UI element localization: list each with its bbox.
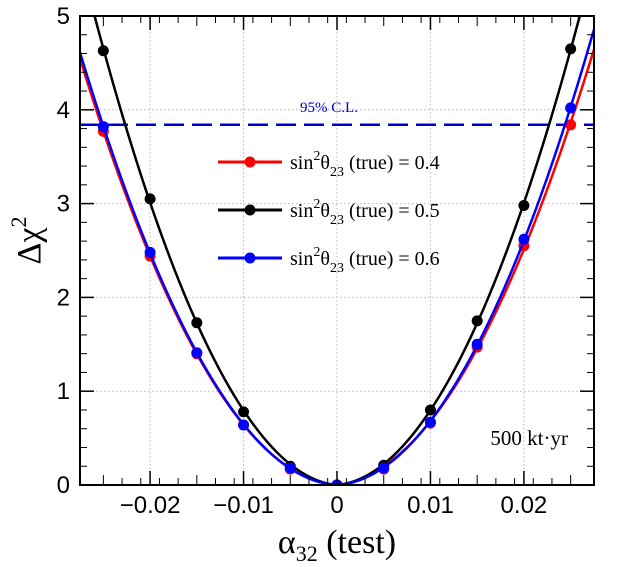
x-tick-label: −0.02	[120, 492, 181, 519]
legend-label-part: 2	[313, 245, 320, 260]
data-point	[144, 193, 156, 205]
series	[80, 28, 594, 485]
y-tick-label: 1	[57, 378, 70, 405]
data-point	[191, 317, 203, 329]
exposure-annotation: 500 kt·yr	[490, 426, 568, 450]
axis-ticks	[80, 15, 594, 486]
y-tick-label: 4	[57, 97, 70, 124]
legend-label-part: (true) = 0.4	[344, 152, 440, 174]
grid	[80, 16, 594, 485]
data-point	[378, 462, 390, 474]
data-point	[565, 102, 577, 114]
legend-label-part: sin	[290, 152, 313, 174]
x-tick-label: 0	[330, 492, 343, 519]
y-axis-title: Δχ2	[6, 217, 48, 265]
data-point	[97, 45, 109, 57]
legend-label: sin2θ23 (true) = 0.4	[290, 149, 440, 180]
legend-marker	[244, 252, 256, 264]
legend-label-part: (true) = 0.6	[344, 248, 440, 270]
x-axis-title-symbol: α	[278, 524, 296, 561]
y-tick-label: 3	[57, 191, 70, 218]
x-tick-label: −0.01	[213, 492, 274, 519]
data-point	[284, 462, 296, 474]
data-point	[424, 404, 436, 416]
x-tick-label: 0.02	[501, 492, 548, 519]
y-tick-label: 2	[57, 284, 70, 311]
legend-label-part: (true) = 0.5	[344, 200, 440, 222]
data-point	[191, 347, 203, 359]
y-tick-label: 5	[57, 3, 70, 30]
legend-item: sin2θ23 (true) = 0.5	[218, 197, 440, 228]
data-point	[565, 119, 577, 131]
x-tick-label: 0.01	[407, 492, 454, 519]
series-line	[80, 28, 594, 485]
data-point	[471, 338, 483, 350]
legend-label-part: θ	[320, 200, 330, 222]
x-axis-title: α32 (test)	[278, 524, 396, 566]
legend-item: sin2θ23 (true) = 0.6	[218, 245, 440, 276]
data-point	[471, 315, 483, 327]
y-axis-title-superscript: 2	[6, 217, 31, 228]
legend-marker	[244, 156, 256, 168]
data-point	[518, 233, 530, 245]
legend-label-part: 2	[313, 197, 320, 212]
legend-item: sin2θ23 (true) = 0.4	[218, 149, 440, 180]
y-tick-label: 0	[57, 472, 70, 499]
legend-label-part: θ	[320, 152, 330, 174]
x-axis-title-subscript: 32	[296, 541, 318, 566]
legend-label-part: θ	[320, 248, 330, 270]
y-axis-title-symbol: Δχ	[11, 228, 48, 265]
plot-frame	[79, 15, 595, 486]
data-point	[144, 246, 156, 258]
x-axis-title-suffix: (test)	[318, 524, 396, 561]
legend-label-part: 23	[330, 261, 344, 276]
legend-label: sin2θ23 (true) = 0.5	[290, 197, 440, 228]
legend-label-part: 2	[313, 149, 320, 164]
data-point	[238, 406, 250, 418]
legend-label-part: 23	[330, 165, 344, 180]
legend-marker	[244, 204, 256, 216]
data-point	[424, 416, 436, 428]
data-point	[565, 43, 577, 55]
data-point	[97, 121, 109, 133]
confidence-level-label: 95% C.L.	[300, 100, 358, 116]
legend-label-part: sin	[290, 200, 313, 222]
legend-label-part: sin	[290, 248, 313, 270]
legend-label-part: 23	[330, 213, 344, 228]
series-group	[80, 16, 594, 485]
data-point	[238, 419, 250, 431]
series-line	[93, 16, 582, 485]
legend-label: sin2θ23 (true) = 0.6	[290, 245, 440, 276]
data-point	[518, 199, 530, 211]
